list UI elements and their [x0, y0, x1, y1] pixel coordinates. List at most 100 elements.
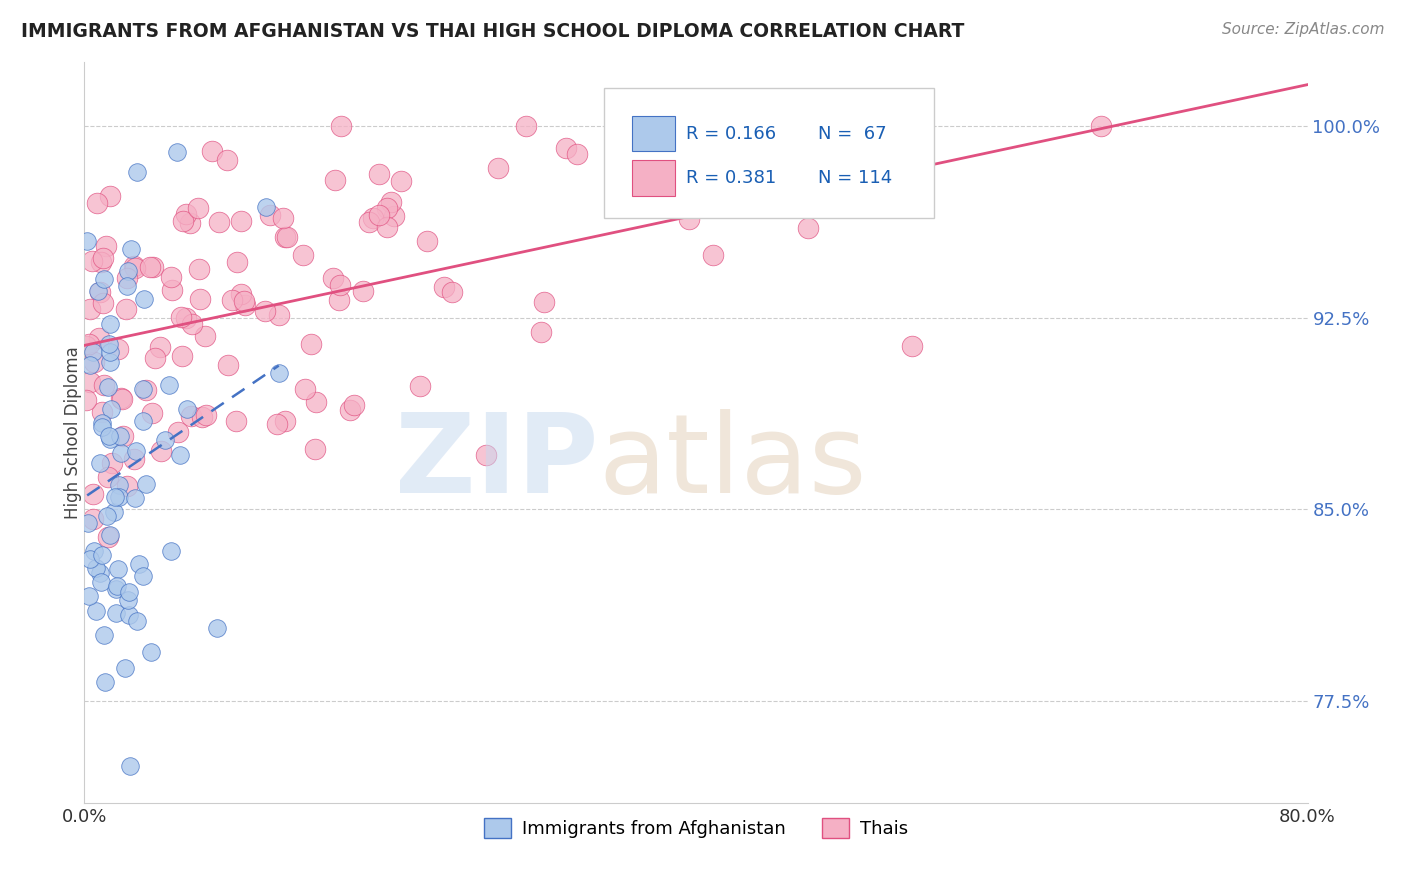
Point	[91, 416, 114, 430]
Text: R = 0.381: R = 0.381	[686, 169, 776, 187]
Point	[229, 214, 252, 228]
Point	[274, 414, 297, 428]
Point	[330, 120, 353, 134]
Point	[305, 395, 328, 409]
Point	[475, 448, 498, 462]
Point	[167, 425, 190, 439]
Point	[329, 277, 352, 292]
Point	[125, 614, 148, 628]
Legend: Immigrants from Afghanistan, Thais: Immigrants from Afghanistan, Thais	[477, 811, 915, 846]
Point	[367, 209, 389, 223]
Point	[201, 145, 224, 159]
Point	[83, 543, 105, 558]
Point	[169, 449, 191, 463]
Point	[100, 432, 122, 446]
Point	[125, 443, 148, 458]
Point	[105, 606, 128, 620]
Point	[174, 207, 197, 221]
Point	[299, 336, 322, 351]
Point	[82, 345, 104, 359]
Text: IMMIGRANTS FROM AFGHANISTAN VS THAI HIGH SCHOOL DIPLOMA CORRELATION CHART: IMMIGRANTS FROM AFGHANISTAN VS THAI HIGH…	[21, 22, 965, 41]
Text: ZIP: ZIP	[395, 409, 598, 516]
Point	[160, 284, 183, 298]
Point	[135, 383, 157, 397]
Text: N = 114: N = 114	[818, 169, 893, 187]
Point	[122, 259, 145, 273]
Point	[110, 429, 132, 443]
Point	[84, 560, 107, 574]
Point	[97, 470, 120, 484]
Point	[322, 271, 344, 285]
Point	[82, 511, 104, 525]
Point	[98, 317, 121, 331]
Point	[103, 505, 125, 519]
Point	[97, 336, 120, 351]
Point	[79, 375, 101, 389]
Point	[132, 383, 155, 397]
Point	[98, 189, 121, 203]
Point	[179, 216, 201, 230]
Point	[259, 208, 281, 222]
Point	[678, 211, 700, 226]
Point	[702, 248, 724, 262]
Point	[389, 174, 412, 188]
Point	[131, 414, 153, 428]
Point	[339, 403, 361, 417]
Point	[79, 302, 101, 317]
Point	[145, 351, 167, 365]
Point	[75, 393, 97, 408]
Point	[104, 582, 127, 597]
Point	[75, 339, 97, 353]
Point	[111, 392, 134, 406]
Point	[114, 661, 136, 675]
FancyBboxPatch shape	[633, 161, 675, 195]
Text: Source: ZipAtlas.com: Source: ZipAtlas.com	[1222, 22, 1385, 37]
Text: atlas: atlas	[598, 409, 866, 516]
Point	[134, 292, 156, 306]
Point	[274, 230, 297, 244]
Point	[117, 264, 139, 278]
Point	[83, 354, 105, 368]
Point	[890, 142, 912, 156]
Point	[367, 167, 389, 181]
Point	[139, 260, 162, 275]
Point	[172, 214, 194, 228]
Point	[416, 234, 439, 248]
Point	[117, 593, 139, 607]
Point	[79, 552, 101, 566]
Point	[86, 195, 108, 210]
Point	[98, 355, 121, 369]
Point	[132, 569, 155, 583]
Point	[135, 477, 157, 491]
Point	[124, 261, 146, 276]
Point	[380, 194, 402, 209]
Point	[77, 516, 100, 531]
Point	[276, 230, 298, 244]
Point	[107, 342, 129, 356]
Point	[90, 419, 112, 434]
Point	[796, 220, 818, 235]
Point	[139, 645, 162, 659]
Point	[76, 234, 98, 248]
Point	[207, 215, 229, 229]
Point	[77, 589, 100, 603]
Point	[89, 285, 111, 299]
Point	[97, 531, 120, 545]
Point	[94, 238, 117, 252]
Point	[115, 270, 138, 285]
Point	[115, 279, 138, 293]
Point	[110, 446, 132, 460]
Point	[94, 675, 117, 690]
Point	[82, 487, 104, 501]
Point	[328, 293, 350, 307]
Point	[97, 380, 120, 394]
Point	[120, 759, 142, 773]
Point	[191, 410, 214, 425]
Point	[93, 377, 115, 392]
Point	[90, 548, 112, 562]
Point	[225, 414, 247, 428]
Point	[176, 401, 198, 416]
Point	[530, 325, 553, 339]
Point	[90, 255, 112, 269]
Point	[266, 417, 288, 431]
